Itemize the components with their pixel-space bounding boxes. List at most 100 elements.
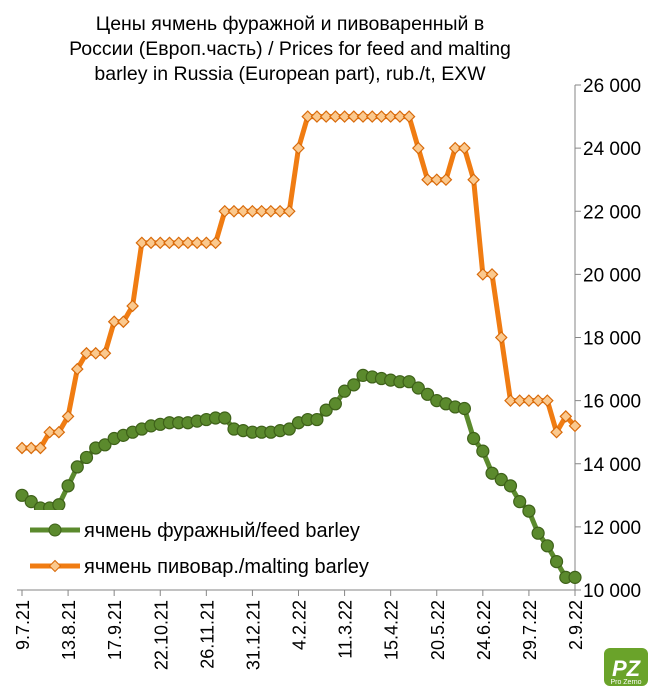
series <box>15 368 582 584</box>
data-point <box>513 394 527 407</box>
data-point <box>24 441 38 455</box>
data-point <box>209 236 222 250</box>
data-point <box>476 444 490 458</box>
data-point <box>549 554 564 569</box>
chart-title: России (Европ.часть) / Prices for feed a… <box>69 38 511 60</box>
data-point <box>402 110 416 123</box>
data-point <box>107 315 121 329</box>
data-point <box>218 204 232 218</box>
y-tick-label: 20 000 <box>583 265 641 286</box>
data-point <box>172 236 186 250</box>
data-point <box>531 526 545 540</box>
data-point <box>80 346 93 360</box>
data-point <box>467 173 480 187</box>
y-tick-label: 18 000 <box>583 329 641 350</box>
data-point <box>559 410 573 423</box>
data-point <box>199 236 213 250</box>
data-point <box>282 422 296 436</box>
data-point <box>365 110 379 123</box>
legend-marker <box>48 559 62 573</box>
logo-mark: PZ <box>612 656 642 681</box>
data-point <box>439 173 453 187</box>
x-tick-label: 24.6.22 <box>474 600 494 660</box>
series <box>15 110 582 455</box>
y-tick-label: 10 000 <box>583 581 641 602</box>
data-point <box>384 110 398 123</box>
data-point <box>282 204 296 218</box>
data-point <box>457 401 471 416</box>
data-point <box>458 141 471 155</box>
x-tick-label: 29.7.22 <box>520 600 540 660</box>
data-point <box>485 268 499 281</box>
x-tick-label: 11.3.22 <box>336 600 356 659</box>
data-point <box>61 410 75 423</box>
data-point <box>61 479 75 493</box>
data-point <box>568 419 582 433</box>
x-tick-label: 15.4.22 <box>382 600 402 660</box>
x-tick-label: 17.9.21 <box>105 600 125 660</box>
data-point <box>70 362 84 376</box>
data-point <box>503 479 518 493</box>
data-point <box>319 403 333 417</box>
data-point <box>117 315 130 329</box>
x-tick-label: 22.10.21 <box>151 600 171 670</box>
data-point <box>513 495 527 509</box>
legend-label: ячмень пивовар./malting barley <box>84 556 369 578</box>
data-point <box>181 236 195 250</box>
data-point <box>34 441 47 455</box>
data-point <box>163 236 176 250</box>
data-point <box>126 299 139 313</box>
data-point <box>568 570 582 584</box>
data-point <box>430 173 444 187</box>
data-point <box>531 394 545 407</box>
data-point <box>504 394 517 407</box>
data-point <box>135 236 149 250</box>
data-point <box>292 141 305 155</box>
data-point <box>15 488 29 502</box>
data-point <box>522 394 536 407</box>
data-point <box>310 412 324 427</box>
chart-title: Цены ячмень фуражной и пивоваренный в <box>96 13 484 35</box>
data-point <box>89 346 103 360</box>
data-point <box>494 331 508 344</box>
data-point <box>393 110 407 123</box>
data-point <box>190 236 204 250</box>
data-point <box>255 204 268 218</box>
y-tick-label: 14 000 <box>583 455 641 476</box>
data-point <box>356 110 370 123</box>
logo-text: Pro Zerno <box>610 679 641 686</box>
data-point <box>411 141 425 155</box>
x-tick-label: 2.9.22 <box>566 600 586 650</box>
data-point <box>411 381 425 395</box>
legend-box <box>22 510 442 588</box>
data-point <box>264 204 278 218</box>
y-tick-label: 24 000 <box>583 139 641 160</box>
data-point <box>236 204 250 218</box>
data-point <box>273 204 287 218</box>
data-point <box>375 110 388 123</box>
y-tick-label: 12 000 <box>583 518 641 539</box>
y-tick-label: 22 000 <box>583 202 641 223</box>
data-point <box>448 141 462 155</box>
data-point <box>98 346 112 360</box>
data-point <box>144 236 158 250</box>
data-point <box>337 384 352 398</box>
data-point <box>522 504 536 518</box>
data-point <box>328 397 342 411</box>
data-point <box>24 495 38 509</box>
data-point <box>550 425 563 439</box>
data-point <box>227 204 241 218</box>
data-point <box>52 425 66 439</box>
x-tick-label: 9.7.21 <box>13 600 33 650</box>
data-point <box>540 539 554 553</box>
legend-label: ячмень фуражный/feed barley <box>84 520 360 542</box>
data-point <box>338 110 351 123</box>
data-point <box>329 110 342 123</box>
data-point <box>467 431 481 446</box>
x-tick-label: 4.2.22 <box>290 600 310 650</box>
data-point <box>70 460 84 474</box>
data-point <box>153 236 167 250</box>
chart-title: barley in Russia (European part), rub./t… <box>94 63 486 85</box>
x-tick-label: 26.11.21 <box>197 600 217 669</box>
